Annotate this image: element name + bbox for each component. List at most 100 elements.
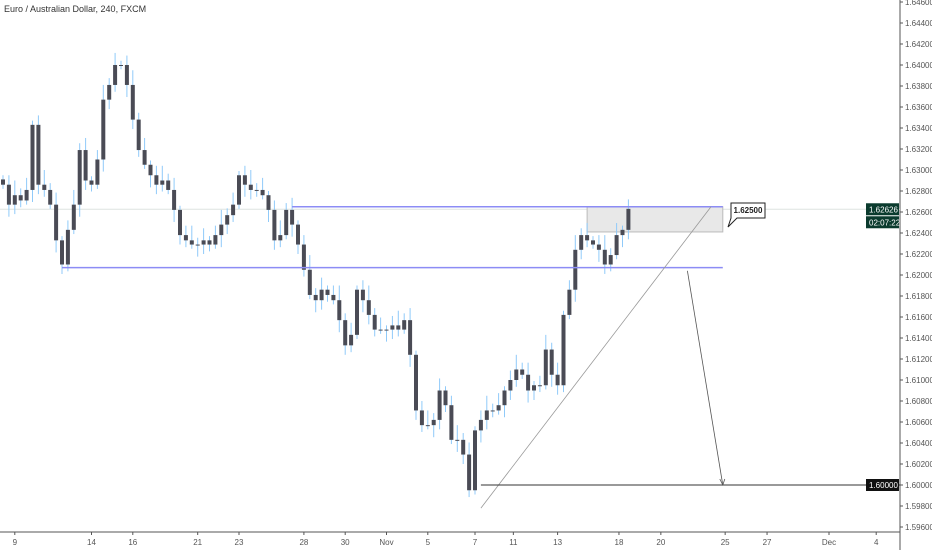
candle-body [337, 300, 342, 321]
price-tick-label: 1.62600 [905, 208, 932, 217]
candle-body [608, 255, 613, 265]
candle-body [414, 354, 418, 411]
candle-body [95, 159, 100, 185]
time-tick-label: 23 [235, 538, 244, 547]
candle-body [366, 300, 371, 315]
candle-body [142, 150, 147, 165]
candle-body [596, 244, 601, 250]
time-tick-label: 20 [656, 538, 665, 547]
current-price-label: 1.62626 [869, 205, 898, 214]
candle-body [461, 439, 466, 455]
candle-body [219, 224, 224, 236]
price-tick-label: 1.64600 [905, 0, 932, 7]
candle-body [384, 329, 389, 331]
candle-body [36, 124, 41, 185]
countdown-label: 02:07:22 [869, 218, 901, 227]
candle-body [160, 180, 165, 185]
time-tick-label: 21 [193, 538, 202, 547]
price-tick-label: 1.60200 [905, 460, 932, 469]
candle-body [60, 240, 64, 265]
candle-body [402, 320, 407, 330]
candle-body [130, 84, 135, 120]
candle-body [490, 410, 495, 412]
price-tick-label: 1.63000 [905, 166, 932, 175]
time-tick-label: 5 [426, 538, 431, 547]
candle-body [254, 189, 259, 191]
candle-body [290, 209, 295, 225]
candle-body [278, 235, 283, 241]
candle-body [573, 249, 578, 290]
arrow-head-icon [719, 478, 726, 487]
candle-body [514, 369, 519, 380]
candle-body [355, 289, 359, 335]
candle-body [195, 244, 200, 246]
candle-body [496, 405, 501, 411]
candle-body [561, 314, 566, 386]
price-tick-label: 1.63400 [905, 124, 932, 133]
candle-body [189, 240, 194, 245]
candle-body [319, 289, 324, 301]
candle-body [331, 294, 336, 301]
chart-title: Euro / Australian Dollar, 240, FXCM [4, 4, 147, 14]
callout-label: 1.62500 [734, 206, 763, 215]
candle-body [473, 430, 477, 491]
candle-body [390, 325, 395, 330]
price-tick-label: 1.60400 [905, 439, 932, 448]
candle-body [119, 65, 123, 66]
candle-body [225, 215, 230, 225]
time-tick-label: Dec [822, 538, 836, 547]
price-tick-label: 1.61400 [905, 334, 932, 343]
time-tick-label: Nov [379, 538, 393, 547]
price-tick-label: 1.63200 [905, 145, 932, 154]
price-tick-label: 1.62000 [905, 271, 932, 280]
price-tick-label: 1.60600 [905, 418, 932, 427]
time-tick-label: 30 [341, 538, 350, 547]
candle-body [101, 99, 106, 160]
time-tick-label: 28 [299, 538, 308, 547]
candle-body [154, 175, 159, 185]
candle-body [54, 204, 59, 241]
candle-body [42, 184, 47, 190]
candle-body [543, 349, 548, 386]
candle-body [626, 208, 631, 230]
time-tick-label: 27 [763, 538, 772, 547]
candle-body [555, 374, 560, 386]
target-price-badge [866, 479, 899, 491]
candle-body [425, 425, 430, 427]
candle-body [272, 209, 277, 241]
price-tick-label: 1.61600 [905, 313, 932, 322]
candle-body [478, 419, 483, 431]
price-tick-label: 1.59600 [905, 523, 932, 532]
candle-body [526, 374, 531, 391]
price-tick-label: 1.62800 [905, 187, 932, 196]
price-tick-label: 1.60800 [905, 397, 932, 406]
candle-body [301, 244, 306, 270]
candle-body [372, 314, 377, 330]
candle-body [343, 320, 348, 346]
candle-body [107, 84, 112, 100]
countdown-badge [866, 216, 899, 229]
candle-body [602, 249, 607, 265]
candle-body [83, 150, 88, 181]
candle-body [24, 189, 29, 201]
price-tick-label: 1.64400 [905, 19, 932, 28]
candle-body [71, 204, 76, 230]
candle-body [12, 195, 17, 205]
time-tick-label: 16 [128, 538, 137, 547]
candle-body [396, 325, 401, 330]
price-tick-label: 1.61000 [905, 376, 932, 385]
candle-body [18, 195, 23, 201]
candle-body [443, 390, 448, 406]
candle-body [201, 240, 206, 245]
candle-body [260, 189, 265, 196]
candle-body [1, 179, 5, 185]
candle-body [508, 380, 513, 391]
candle-body [502, 390, 507, 406]
candle-body [213, 235, 218, 245]
candle-body [378, 329, 383, 331]
target-price-label: 1.60000 [869, 481, 898, 490]
candle-body [296, 224, 300, 245]
candle-body [591, 240, 595, 245]
candle-body [172, 189, 177, 210]
